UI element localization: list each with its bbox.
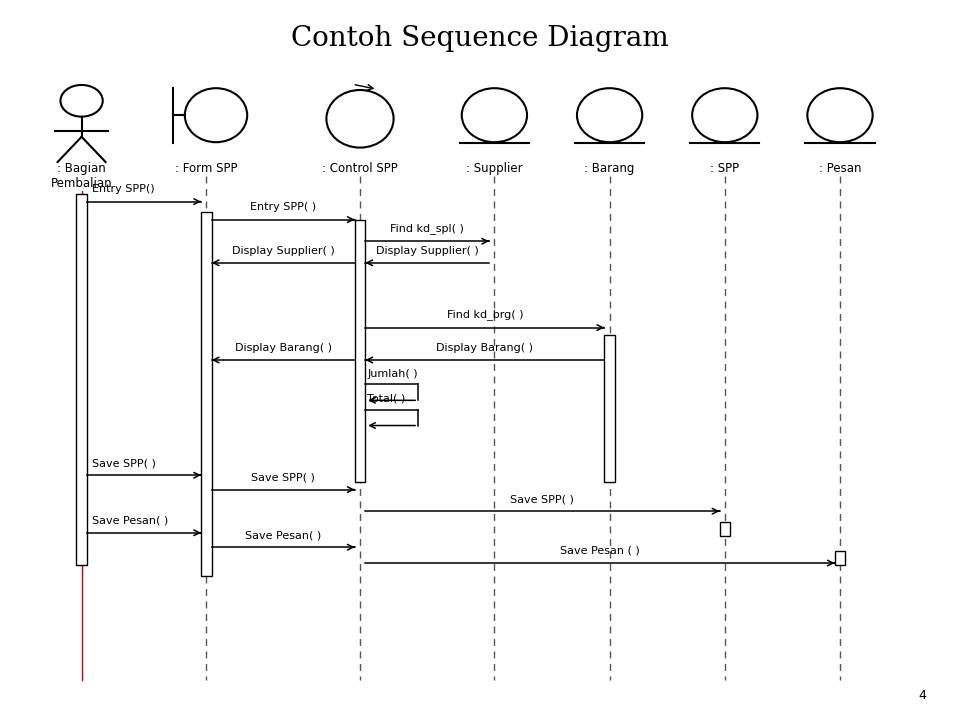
Bar: [605, 335, 615, 482]
Bar: [835, 551, 846, 565]
Text: Save SPP( ): Save SPP( ): [252, 472, 315, 482]
Bar: [202, 212, 211, 576]
Text: Save SPP( ): Save SPP( ): [92, 458, 156, 468]
Text: Entry SPP(): Entry SPP(): [92, 184, 155, 194]
Text: Contoh Sequence Diagram: Contoh Sequence Diagram: [291, 25, 669, 53]
Text: Display Barang( ): Display Barang( ): [436, 343, 534, 353]
Text: Save Pesan( ): Save Pesan( ): [245, 530, 322, 540]
Bar: [720, 522, 731, 536]
Text: : SPP: : SPP: [710, 162, 739, 175]
Text: : Pesan: : Pesan: [819, 162, 861, 175]
Text: Save Pesan( ): Save Pesan( ): [92, 516, 168, 526]
Text: Display Barang( ): Display Barang( ): [234, 343, 332, 353]
Text: : Control SPP: : Control SPP: [323, 162, 397, 175]
Text: Display Supplier( ): Display Supplier( ): [375, 246, 479, 256]
Bar: [354, 220, 365, 482]
Text: : Supplier: : Supplier: [467, 162, 522, 175]
Text: Display Supplier( ): Display Supplier( ): [231, 246, 335, 256]
Text: Find kd_spl( ): Find kd_spl( ): [391, 223, 464, 234]
Text: Total( ): Total( ): [367, 394, 405, 404]
Text: : Bagian
Pembalian: : Bagian Pembalian: [51, 162, 112, 190]
Text: Entry SPP( ): Entry SPP( ): [251, 202, 316, 212]
Text: : Form SPP: : Form SPP: [175, 162, 238, 175]
Text: Save Pesan ( ): Save Pesan ( ): [560, 546, 640, 556]
Text: Jumlah( ): Jumlah( ): [367, 369, 418, 379]
Text: 4: 4: [919, 689, 926, 702]
Bar: [77, 194, 86, 565]
Text: : Barang: : Barang: [585, 162, 635, 175]
Text: Save SPP( ): Save SPP( ): [511, 494, 574, 504]
Text: Find kd_brg( ): Find kd_brg( ): [446, 310, 523, 320]
